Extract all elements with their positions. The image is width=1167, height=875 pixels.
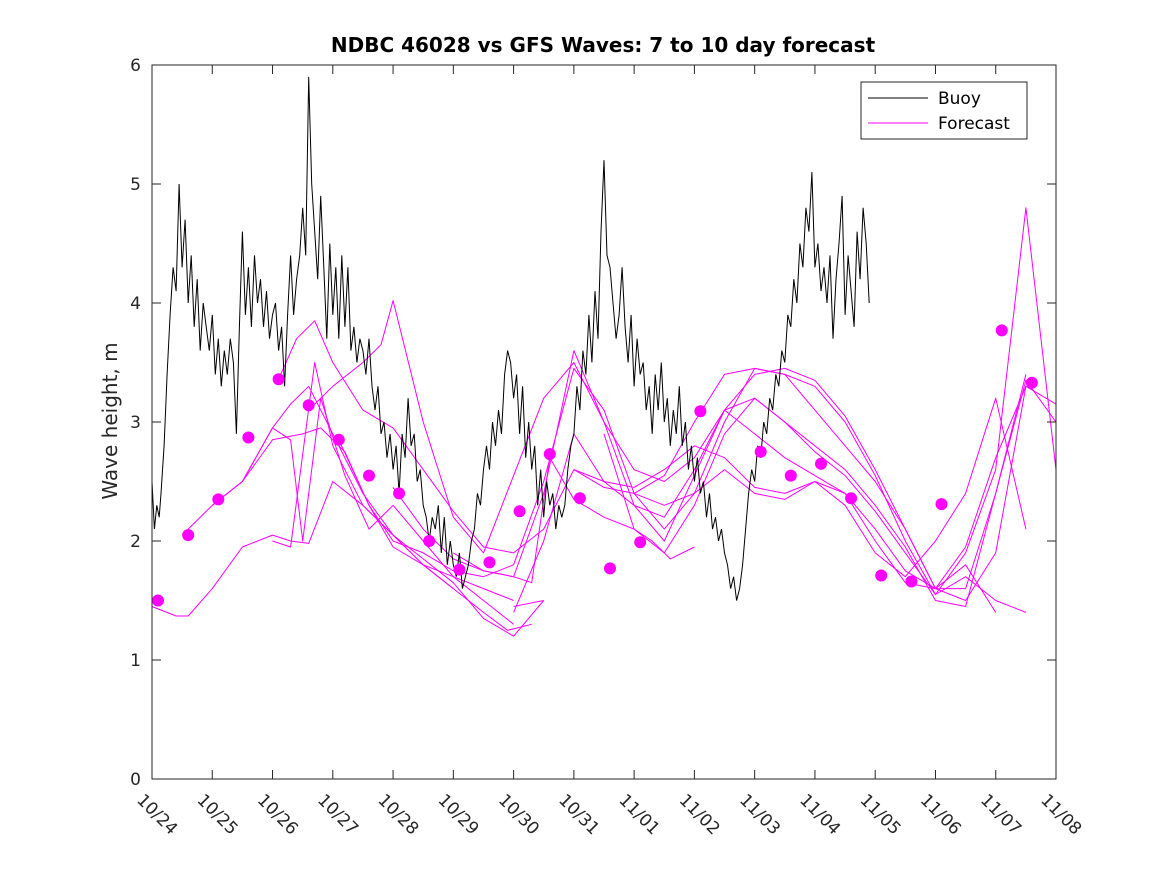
buoy-line [151,76,870,601]
forecast-marker [302,399,315,412]
forecast-line-12 [573,397,1027,578]
forecast-marker [995,324,1008,337]
forecast-marker [483,556,496,569]
forecast-marker [423,535,436,547]
plot-area [151,76,1057,637]
legend: Buoy Forecast [860,81,1028,140]
forecast-marker [543,448,556,461]
forecast-line-14 [513,600,544,607]
forecast-marker [152,594,164,607]
forecast-line-5 [272,362,545,637]
forecast-lines [151,207,1057,637]
legend-buoy-label: Buoy [938,89,981,109]
forecast-marker [815,457,827,470]
forecast-marker [905,575,918,588]
forecast-marker [784,469,797,482]
forecast-marker [513,505,526,518]
forecast-marker [604,562,616,575]
y-tick-label: 2 [130,532,141,552]
forecast-line-11 [513,386,1027,613]
legend-forecast-label: Forecast [938,114,1010,134]
forecast-marker [363,469,375,482]
forecast-marker [1025,376,1038,389]
forecast-marker [182,529,195,542]
forecast-marker [332,433,345,446]
y-axis-label: Wave height, m [98,342,122,499]
forecast-line-13 [633,469,997,613]
forecast-marker [875,569,888,582]
forecast-markers [152,324,1038,607]
forecast-marker [272,373,285,386]
forecast-marker [573,492,586,505]
forecast-line-15 [603,433,695,560]
forecast-marker [634,536,647,549]
forecast-marker [212,493,225,506]
y-axis: 0 1 2 3 4 5 6 [130,56,1056,790]
y-tick-label: 5 [130,175,141,195]
y-tick-label: 3 [130,413,141,433]
y-tick-label: 6 [130,56,141,76]
chart-title: NDBC 46028 vs GFS Waves: 7 to 10 day for… [331,33,876,57]
buoy-series [151,76,870,601]
y-tick-label: 1 [130,651,141,671]
forecast-marker [393,487,406,500]
legend-box [860,81,1028,140]
forecast-line-4 [241,385,532,631]
forecast-marker [845,492,858,505]
forecast-marker [754,445,767,458]
forecast-marker [694,405,707,418]
y-tick-label: 0 [130,770,141,790]
forecast-marker [242,431,255,444]
forecast-marker [935,498,948,511]
forecast-marker [453,563,466,576]
y-tick-label: 4 [130,294,141,314]
